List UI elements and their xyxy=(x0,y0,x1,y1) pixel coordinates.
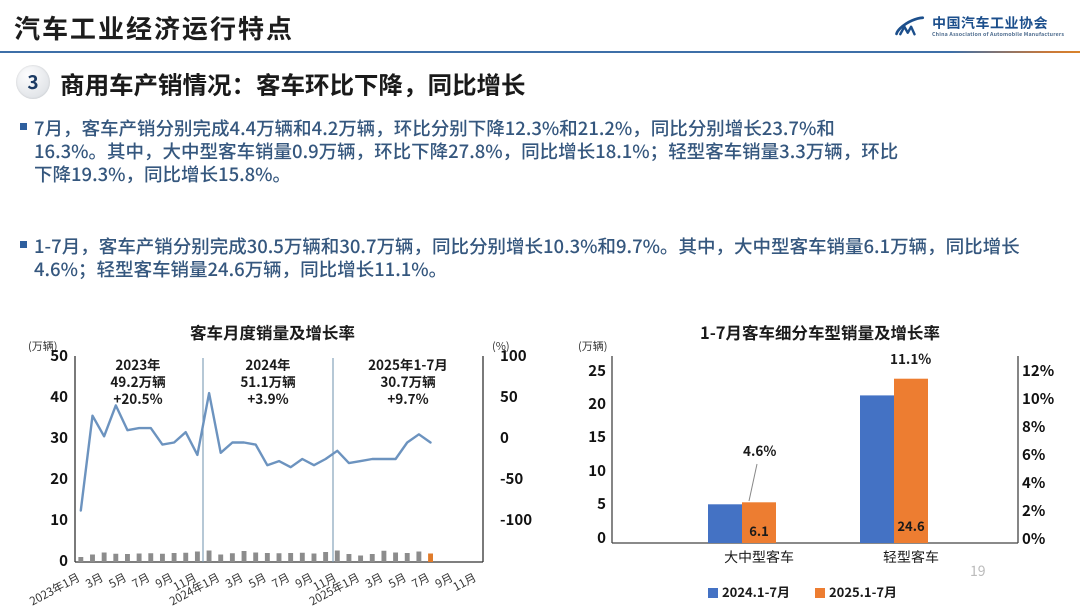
svg-text:+9.7%: +9.7% xyxy=(387,388,428,408)
svg-text:4%: 4% xyxy=(1022,472,1045,493)
svg-text:2025.1-7月: 2025.1-7月 xyxy=(829,582,897,601)
svg-text:10%: 10% xyxy=(1022,388,1054,409)
svg-text:0: 0 xyxy=(597,527,606,548)
svg-text:0: 0 xyxy=(59,550,68,571)
svg-text:3月: 3月 xyxy=(362,569,385,592)
svg-text:5月: 5月 xyxy=(246,569,269,592)
svg-text:50: 50 xyxy=(500,386,518,407)
svg-text:5月: 5月 xyxy=(386,569,409,592)
svg-text:-50: -50 xyxy=(500,468,523,489)
svg-text:15: 15 xyxy=(588,426,606,447)
svg-text:10: 10 xyxy=(588,460,606,481)
svg-text:-100: -100 xyxy=(500,509,532,530)
svg-text:2%: 2% xyxy=(1022,500,1045,521)
svg-text:11.1%: 11.1% xyxy=(890,348,931,368)
svg-text:6%: 6% xyxy=(1022,444,1045,465)
svg-text:2023年1月: 2023年1月 xyxy=(27,569,83,606)
svg-text:3月: 3月 xyxy=(83,569,106,592)
svg-text:100: 100 xyxy=(500,345,527,366)
svg-text:24.6: 24.6 xyxy=(897,516,925,535)
svg-text:7月: 7月 xyxy=(409,569,432,592)
svg-text:轻型客车: 轻型客车 xyxy=(883,547,939,567)
svg-text:0%: 0% xyxy=(1022,528,1045,549)
svg-text:大中型客车: 大中型客车 xyxy=(724,547,794,567)
svg-text:0: 0 xyxy=(500,427,509,448)
svg-text:20: 20 xyxy=(588,393,606,414)
svg-text:50: 50 xyxy=(50,345,68,366)
svg-text:8%: 8% xyxy=(1022,416,1045,437)
svg-text:5: 5 xyxy=(597,493,606,514)
svg-text:12%: 12% xyxy=(1022,360,1054,381)
svg-text:30: 30 xyxy=(50,427,68,448)
svg-text:+20.5%: +20.5% xyxy=(113,388,162,408)
svg-text:2024.1-7月: 2024.1-7月 xyxy=(722,582,790,601)
svg-text:+3.9%: +3.9% xyxy=(247,388,288,408)
svg-text:7月: 7月 xyxy=(269,569,292,592)
svg-text:4.6%: 4.6% xyxy=(743,440,776,460)
svg-text:6.1: 6.1 xyxy=(749,521,769,540)
svg-text:7月: 7月 xyxy=(129,569,152,592)
svg-text:5月: 5月 xyxy=(106,569,129,592)
svg-text:40: 40 xyxy=(50,386,68,407)
svg-text:3月: 3月 xyxy=(223,569,246,592)
svg-text:20: 20 xyxy=(50,468,68,489)
svg-text:25: 25 xyxy=(588,360,606,381)
svg-text:11月: 11月 xyxy=(450,569,479,595)
svg-text:19: 19 xyxy=(970,561,986,581)
svg-text:10: 10 xyxy=(50,509,68,530)
